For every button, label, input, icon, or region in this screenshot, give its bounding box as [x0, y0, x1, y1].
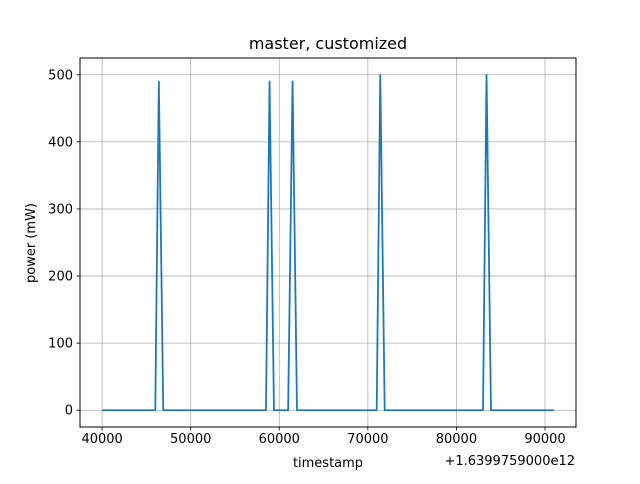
- x-tick-label: 50000: [170, 432, 211, 447]
- y-tick-label: 300: [48, 202, 73, 217]
- x-axis-label: timestamp: [293, 456, 363, 471]
- y-tick-label: 200: [48, 270, 73, 285]
- x-axis-offset-label: +1.6399759000e12: [444, 454, 575, 469]
- x-tick-label: 60000: [259, 432, 300, 447]
- y-tick-label: 0: [65, 404, 73, 419]
- x-tick-label: 70000: [347, 432, 388, 447]
- x-axis: 40000 50000 60000 70000 80000 90000: [81, 427, 566, 447]
- power-series-line: [102, 73, 554, 412]
- y-tick-label: 100: [48, 337, 73, 352]
- x-tick-label: 90000: [524, 432, 565, 447]
- y-axis-label: power (mW): [24, 203, 39, 283]
- x-tick-label: 80000: [436, 432, 477, 447]
- plot-frame: [79, 57, 577, 428]
- y-tick-label: 500: [48, 68, 73, 83]
- series-layer: [102, 73, 554, 412]
- y-tick-label: 400: [48, 135, 73, 150]
- chart-title: master, customized: [249, 34, 407, 53]
- y-axis: 0 100 200 300 400 500: [48, 68, 80, 419]
- x-tick-label: 40000: [81, 432, 122, 447]
